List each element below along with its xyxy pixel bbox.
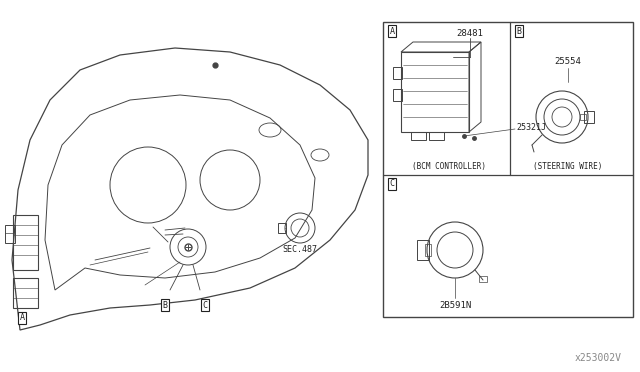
Bar (429, 132, 444, 140)
Text: A: A (19, 314, 24, 323)
Bar (425, 244, 431, 256)
Bar (479, 276, 487, 282)
Bar (5, 225, 15, 243)
Text: B: B (516, 26, 522, 35)
Bar (393, 89, 402, 101)
Bar (411, 132, 426, 140)
Bar (401, 52, 469, 132)
Text: 25554: 25554 (555, 58, 581, 67)
Text: B: B (163, 301, 168, 310)
Bar (580, 114, 586, 120)
Text: 2B591N: 2B591N (439, 301, 471, 310)
Bar (383, 22, 633, 317)
Text: A: A (390, 26, 394, 35)
Text: SEC.487: SEC.487 (282, 246, 317, 254)
Bar (13, 278, 38, 308)
Text: 28481: 28481 (456, 29, 483, 38)
Bar (417, 240, 429, 260)
Bar (278, 223, 286, 233)
Text: 25321J: 25321J (516, 122, 546, 131)
Text: C: C (390, 180, 394, 189)
Bar (393, 67, 402, 79)
Bar (13, 215, 38, 270)
Text: (BCM CONTROLLER): (BCM CONTROLLER) (412, 163, 486, 171)
Bar (584, 111, 594, 123)
Text: x253002V: x253002V (575, 353, 622, 363)
Text: (STEERING WIRE): (STEERING WIRE) (533, 163, 603, 171)
Text: C: C (202, 301, 207, 310)
